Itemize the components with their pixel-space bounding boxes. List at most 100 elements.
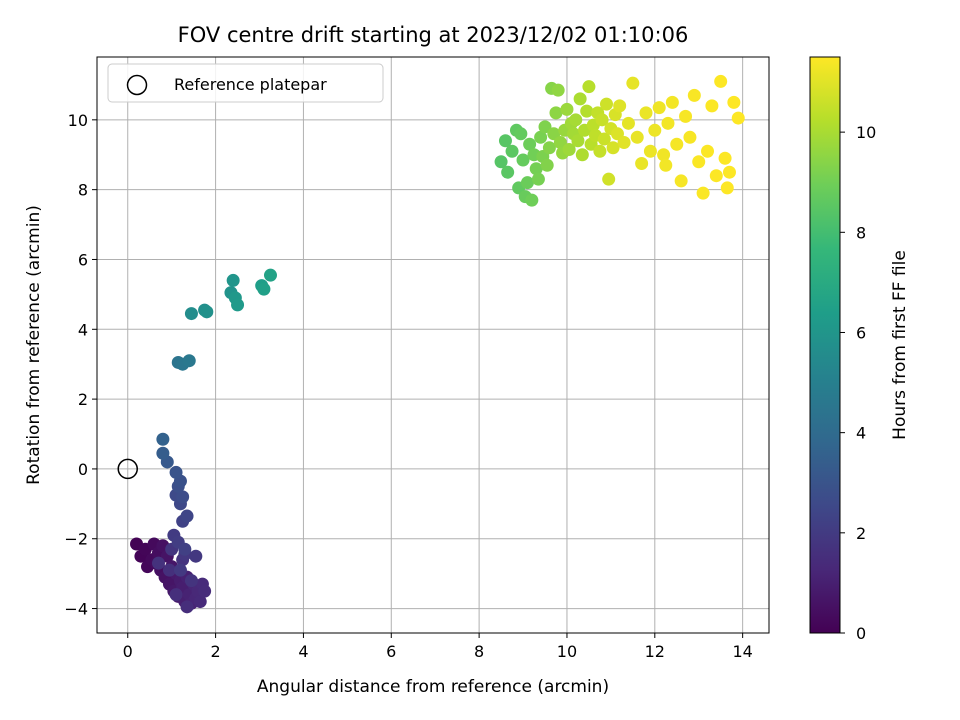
data-point xyxy=(553,136,567,150)
data-point xyxy=(718,151,732,165)
y-tick-label: 2 xyxy=(78,390,88,409)
data-point xyxy=(571,134,585,148)
data-point xyxy=(151,556,165,570)
data-point xyxy=(200,305,214,319)
colorbar-tick-label: 4 xyxy=(856,424,866,443)
data-point xyxy=(582,80,596,94)
y-tick-label: 10 xyxy=(68,111,88,130)
data-point xyxy=(231,298,245,312)
data-point xyxy=(551,83,565,97)
data-point xyxy=(705,99,719,113)
legend: Reference platepar xyxy=(107,63,384,103)
data-point xyxy=(731,111,745,125)
reference-marker xyxy=(117,458,138,480)
data-point xyxy=(169,465,183,479)
grid-lines xyxy=(97,57,769,633)
data-point xyxy=(679,109,693,123)
data-point xyxy=(178,542,192,556)
colorbar-label: Hours from first FF file xyxy=(890,250,910,440)
data-point xyxy=(575,148,589,162)
data-point xyxy=(182,354,196,368)
colorbar-ticks: 0 2 4 6 8 10 xyxy=(840,123,876,643)
data-point xyxy=(562,143,576,157)
data-point xyxy=(180,600,194,614)
colorbar-tick-label: 2 xyxy=(856,524,866,543)
data-point xyxy=(696,186,710,200)
y-tick-label: 6 xyxy=(78,250,88,269)
data-point xyxy=(169,588,183,602)
data-point xyxy=(661,116,675,130)
data-point xyxy=(665,95,679,109)
data-point xyxy=(648,123,662,137)
x-tick-label: 10 xyxy=(557,642,577,661)
data-point xyxy=(674,174,688,188)
data-point xyxy=(534,130,548,144)
colorbar-tick-label: 8 xyxy=(856,223,866,242)
data-point xyxy=(505,144,519,158)
data-point xyxy=(180,509,194,523)
data-point xyxy=(184,574,198,588)
data-point xyxy=(613,99,627,113)
colorbar-tick-label: 10 xyxy=(856,123,876,142)
y-tick-label: 8 xyxy=(78,181,88,200)
data-point xyxy=(593,144,607,158)
data-point xyxy=(176,490,190,504)
data-point xyxy=(494,155,508,169)
x-axis-ticks: 0 2 4 6 8 10 12 14 xyxy=(123,633,753,661)
data-point xyxy=(501,165,515,179)
data-point xyxy=(514,127,528,141)
data-point xyxy=(626,76,640,90)
data-point xyxy=(602,172,616,186)
y-axis-label: Rotation from reference (arcmin) xyxy=(24,205,44,485)
y-axis-ticks: −4 −2 0 2 4 6 8 10 xyxy=(64,111,97,619)
x-tick-label: 0 xyxy=(123,642,133,661)
data-point xyxy=(659,158,673,172)
data-point xyxy=(569,113,583,127)
data-point xyxy=(643,144,657,158)
data-point xyxy=(520,176,534,190)
data-point xyxy=(639,106,653,120)
data-point xyxy=(156,432,170,446)
data-point xyxy=(683,130,697,144)
chart-title: FOV centre drift starting at 2023/12/02 … xyxy=(178,23,689,47)
data-point xyxy=(573,92,587,106)
data-point xyxy=(714,74,728,88)
data-point xyxy=(523,137,537,151)
data-point xyxy=(257,282,271,296)
data-point xyxy=(198,584,212,598)
data-point xyxy=(635,156,649,170)
data-point xyxy=(538,120,552,134)
x-tick-label: 12 xyxy=(645,642,665,661)
data-point xyxy=(595,113,609,127)
data-point xyxy=(263,268,277,282)
data-point xyxy=(531,172,545,186)
data-point xyxy=(599,97,613,111)
data-point xyxy=(701,144,715,158)
x-tick-label: 2 xyxy=(210,642,220,661)
data-point xyxy=(687,88,701,102)
data-point xyxy=(184,307,198,321)
data-point xyxy=(597,132,611,146)
data-point xyxy=(162,563,176,577)
x-axis-label: Angular distance from reference (arcmin) xyxy=(257,677,609,697)
data-point xyxy=(529,162,543,176)
data-point xyxy=(189,549,203,563)
data-point xyxy=(193,595,207,609)
colorbar-tick-label: 0 xyxy=(856,624,866,643)
data-point xyxy=(670,137,684,151)
data-point xyxy=(722,165,736,179)
data-point xyxy=(173,563,187,577)
x-tick-label: 14 xyxy=(732,642,752,661)
y-tick-label: 0 xyxy=(78,460,88,479)
data-point xyxy=(560,102,574,116)
data-point xyxy=(540,158,554,172)
data-point xyxy=(606,141,620,155)
data-point xyxy=(621,116,635,130)
reference-point xyxy=(117,458,138,480)
colorbar-tick-label: 6 xyxy=(856,323,866,342)
legend-entry-reference: Reference platepar xyxy=(174,75,327,94)
data-point xyxy=(720,181,734,195)
data-points xyxy=(130,74,745,614)
y-tick-label: −2 xyxy=(64,530,88,549)
